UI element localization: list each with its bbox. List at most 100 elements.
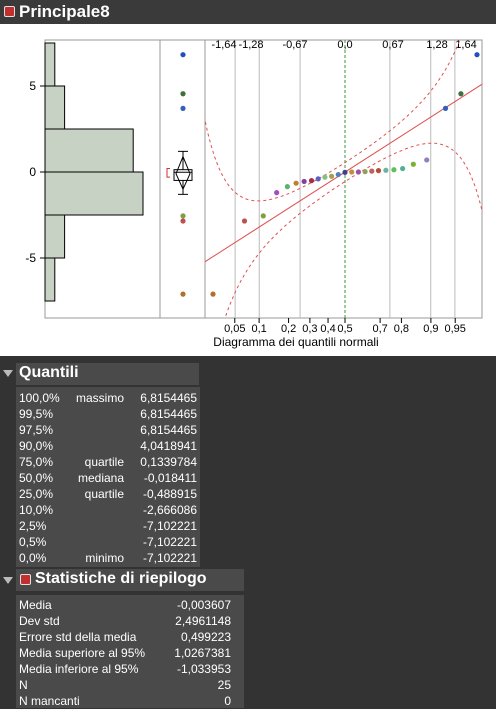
probability-tick-label: 0,3	[302, 323, 317, 335]
collapse-triangle-icon[interactable]	[3, 370, 13, 377]
qq-data-point	[375, 168, 382, 174]
quantile-label: massimo	[75, 391, 124, 405]
stat-value: 0	[224, 694, 231, 708]
normal-fit-line	[205, 83, 482, 263]
quantile-percent: 2,5%	[19, 519, 47, 533]
quantile-percent: 90,0%	[19, 439, 54, 453]
statistiche-header[interactable]: Statistiche di riepilogo	[16, 569, 244, 591]
quantile-percent: 50,0%	[19, 471, 54, 485]
qq-data-point	[474, 52, 480, 58]
outlier-point	[180, 218, 186, 224]
y-tick-label: 5	[29, 79, 36, 93]
distribution-plot: 5 0 -5 -1,64 -1,28 -0,67 0,0 0,67 1,28 1,64 0,05 0,…	[25, 39, 483, 349]
quantili-title: Quantili	[19, 364, 79, 381]
quantile-value: 6,8154465	[140, 407, 197, 421]
quantile-percent: 75,0%	[19, 455, 54, 469]
table-row: 0,0% minimo -7,102221	[16, 550, 200, 566]
top-tick-label: 0,0	[337, 39, 352, 51]
quantili-header[interactable]: Quantili	[16, 363, 199, 385]
statistiche-table: Media -0,003607 Dev std 2,4961148 Errore std…	[16, 595, 244, 708]
qq-data-point	[369, 168, 375, 174]
outlier-point	[180, 213, 186, 219]
probability-tick-label: 0,4	[320, 323, 335, 335]
quantile-value: -7,102221	[142, 535, 197, 549]
quantile-percent: 25,0%	[19, 487, 54, 501]
quantile-value: -7,102221	[142, 519, 197, 533]
confidence-band	[224, 142, 482, 318]
probability-tick-label: 0,7	[372, 323, 387, 335]
histogram-bar	[44, 128, 134, 173]
stat-label: Media inferiore al 95%	[19, 662, 139, 676]
histogram-bar	[44, 171, 144, 216]
stat-label: Media superiore al 95%	[19, 646, 146, 660]
qq-data-point	[410, 161, 416, 167]
disclosure-icon[interactable]	[4, 6, 15, 17]
quantile-value: -7,102221	[142, 551, 197, 565]
table-row: 50,0% mediana -0,018411	[16, 470, 200, 486]
table-row: 100,0% massimo 6,8154465	[16, 390, 200, 406]
table-row: 0,5% -7,102221	[16, 534, 200, 550]
report-title: Principale8	[19, 2, 110, 21]
table-row: N 25	[16, 677, 244, 693]
distribution-plot-panel: 5 0 -5 -1,64 -1,28 -0,67 0,0 0,67 1,28 1,64 0,05 0,…	[0, 24, 496, 356]
confidence-band	[205, 40, 461, 202]
top-tick-label: -0,67	[282, 39, 307, 51]
table-row: Media superiore al 95% 1,0267381	[16, 645, 244, 661]
histogram-bar	[44, 214, 66, 259]
table-row: 25,0% quartile -0,488915	[16, 486, 200, 502]
quantile-value: -2,666086	[142, 503, 197, 517]
disclosure-icon[interactable]	[20, 574, 31, 585]
quantile-value: 6,8154465	[140, 423, 197, 437]
stat-value: -0,003607	[176, 598, 231, 612]
shortest-half-bracket	[166, 168, 170, 178]
table-row: Media inferiore al 95% -1,033953	[16, 661, 244, 677]
quantile-value: 0,1339784	[140, 455, 197, 469]
stat-value: 1,0267381	[174, 646, 231, 660]
table-row: 2,5% -7,102221	[16, 518, 200, 534]
stat-label: N	[19, 678, 28, 692]
outlier-point	[180, 52, 186, 58]
qq-data-point	[301, 178, 307, 185]
quantili-table: 100,0% massimo 6,8154465 99,5% 6,8154465 97,5…	[16, 387, 200, 567]
collapse-triangle-icon[interactable]	[3, 577, 13, 584]
table-row: N mancanti 0	[16, 693, 244, 709]
outlier-point	[180, 105, 186, 111]
top-tick-label: 1,64	[455, 39, 476, 51]
title-bar: Principale8	[0, 0, 496, 25]
quantile-percent: 0,5%	[19, 535, 47, 549]
table-row: 97,5% 6,8154465	[16, 422, 200, 438]
quantile-label: mediana	[77, 471, 124, 485]
top-tick-label: 1,28	[426, 39, 447, 51]
quantile-percent: 99,5%	[19, 407, 54, 421]
table-row: Errore std della media 0,499223	[16, 629, 244, 645]
stat-value: 25	[217, 678, 231, 692]
probability-tick-label: 0,05	[224, 323, 245, 335]
histogram-bar	[44, 85, 66, 130]
quantile-percent: 100,0%	[19, 391, 60, 405]
x-axis-label: Diagramma dei quantili normali	[213, 335, 378, 349]
qq-data-point	[293, 180, 299, 186]
table-row: Media -0,003607	[16, 597, 244, 613]
statistiche-title: Statistiche di riepilogo	[35, 570, 207, 587]
quantile-percent: 0,0%	[19, 551, 47, 565]
top-tick-label: -1,28	[238, 39, 263, 51]
qq-data-point	[424, 157, 430, 163]
mean-diamond	[175, 155, 191, 191]
qq-data-point	[362, 169, 368, 175]
qq-data-point	[383, 167, 389, 173]
outlier-point	[180, 291, 186, 297]
stat-label: N mancanti	[19, 694, 80, 708]
y-tick-label: 0	[29, 165, 36, 179]
quantile-value: -0,488915	[142, 487, 197, 501]
qq-data-point	[274, 190, 280, 196]
qq-data-point	[241, 218, 248, 224]
qq-data-point	[260, 213, 266, 219]
stat-label: Errore std della media	[19, 630, 137, 644]
table-row: 99,5% 6,8154465	[16, 406, 200, 422]
quantile-value: 4,0418941	[140, 439, 197, 453]
qq-data-point	[335, 171, 341, 178]
outlier-point	[180, 91, 186, 97]
quantile-value: 6,8154465	[140, 391, 197, 405]
stat-label: Media	[19, 598, 52, 612]
qq-data-point	[284, 184, 290, 190]
